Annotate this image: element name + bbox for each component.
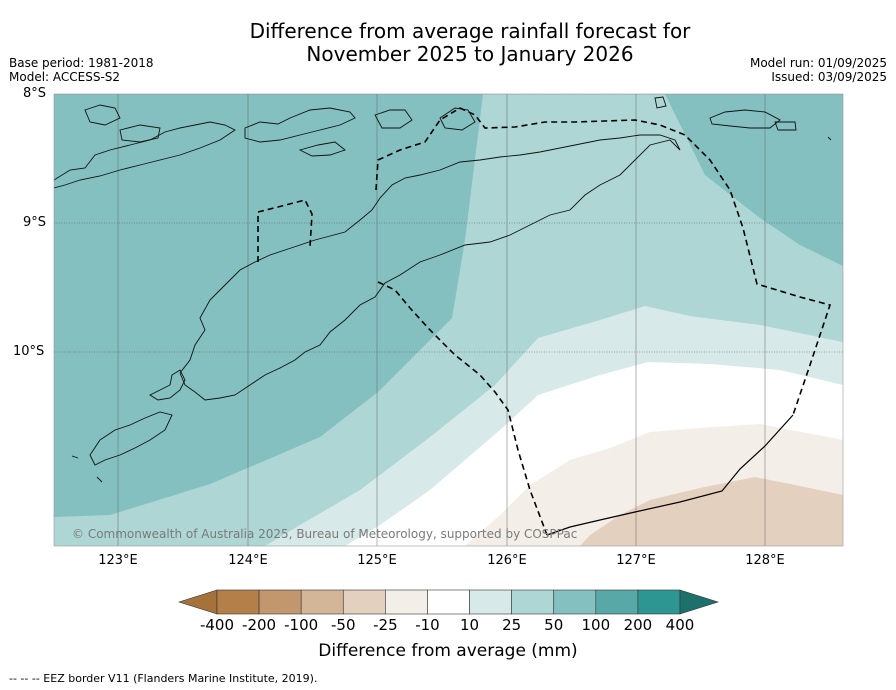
- eez-border-enclave: [257, 199, 313, 262]
- eez-borders: [257, 107, 832, 536]
- model-info: Base period: 1981-2018 Model: ACCESS-S2: [9, 56, 154, 84]
- colorbar-tick-label: -200: [242, 616, 277, 634]
- northern-islands-coastline: [54, 121, 236, 189]
- run-info: Model run: 01/09/2025 Issued: 03/09/2025: [750, 56, 887, 84]
- colorbar-tick-label: -400: [199, 616, 235, 634]
- colorbar-swatch: [385, 589, 428, 615]
- base-period-text: Base period: 1981-2018: [9, 56, 154, 70]
- colorbar-tick-label: -50: [331, 616, 356, 634]
- lon-label-128e: 128°E: [745, 553, 785, 568]
- colorbar-swatch: [258, 589, 302, 615]
- colorbar-tick-label: -100: [284, 616, 319, 634]
- maritime-boundary-solid: [546, 414, 794, 536]
- colorbar-tick-label: 200: [623, 616, 653, 634]
- colorbar-swatch: [300, 589, 344, 615]
- colorbar-extend-high: [679, 589, 719, 615]
- coastlines: [54, 96, 832, 483]
- timor-coastline: [179, 134, 681, 401]
- title-line-1: Difference from average rainfall forecas…: [249, 19, 691, 43]
- colorbar-tick-label: 50: [544, 616, 564, 634]
- copyright-notice: © Commonwealth of Australia 2025, Bureau…: [72, 527, 578, 541]
- issued-text: Issued: 03/09/2025: [771, 70, 887, 84]
- lat-gridlines: [54, 94, 843, 353]
- colorbar-tick-label: 25: [502, 616, 522, 634]
- model-text: Model: ACCESS-S2: [9, 70, 121, 84]
- lon-label-125e: 125°E: [357, 553, 397, 568]
- model-run-text: Model run: 01/09/2025: [749, 56, 887, 70]
- map-area: [54, 94, 843, 546]
- colorbar: [178, 589, 719, 615]
- eez-footnote: -- -- -- EEZ border V11 (Flanders Marine…: [9, 672, 318, 685]
- lon-label-126e: 126°E: [487, 553, 527, 568]
- colorbar-swatch: [553, 589, 597, 615]
- colorbar-extend-low: [178, 589, 218, 615]
- colorbar-tick-label: 100: [581, 616, 611, 634]
- lon-label-127e: 127°E: [616, 553, 656, 568]
- lon-label-124e: 124°E: [228, 553, 268, 568]
- colorbar-swatch: [595, 589, 639, 615]
- colorbar-swatch: [216, 589, 260, 615]
- eez-border-north: [375, 107, 832, 416]
- colorbar-tick-label: 400: [665, 616, 695, 634]
- eez-border-south: [377, 281, 548, 536]
- title-line-2: November 2025 to January 2026: [306, 42, 634, 66]
- colorbar-swatch: [469, 589, 512, 615]
- lat-label-8s: 8°S: [23, 86, 47, 101]
- colorbar-tick-label: -10: [415, 616, 440, 634]
- lat-label-9s: 9°S: [23, 215, 47, 230]
- colorbar-swatch: [427, 589, 470, 615]
- map-frame: [53, 93, 844, 547]
- band-minus-25-50: [580, 477, 843, 546]
- colorbar-tick-label: -25: [373, 616, 398, 634]
- colorbar-swatch: [637, 589, 681, 615]
- lat-label-10s: 10°S: [13, 344, 45, 359]
- colorbar-swatch: [342, 589, 386, 615]
- colorbar-swatch: [511, 589, 555, 615]
- colorbar-title: Difference from average (mm): [318, 641, 578, 661]
- colorbar-tick-label: 10: [459, 616, 480, 634]
- lon-label-123e: 123°E: [98, 553, 138, 568]
- map-title: Difference from average rainfall forecas…: [0, 20, 896, 66]
